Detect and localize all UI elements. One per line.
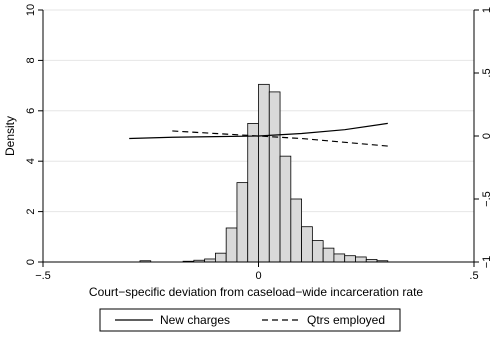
histogram-bar-13 bbox=[311, 240, 324, 263]
y2-tick-label-4: 1 bbox=[481, 7, 493, 13]
x-tick-label-2: .5 bbox=[469, 270, 478, 282]
y-tick-label-5: 10 bbox=[25, 4, 37, 16]
legend: New charges Qtrs employed bbox=[99, 308, 401, 332]
histogram-bar-10 bbox=[279, 155, 292, 263]
histogram-bar-17 bbox=[355, 256, 367, 263]
y2-tick-label-1: −.5 bbox=[481, 191, 493, 207]
y-tick-label-1: 2 bbox=[25, 209, 37, 215]
y-tick-label-0: 0 bbox=[25, 259, 37, 265]
histogram-bar-15 bbox=[333, 253, 346, 263]
histogram-bar-5 bbox=[225, 227, 238, 263]
y-axis-label: Density bbox=[3, 116, 17, 156]
y-tick-label-4: 8 bbox=[25, 57, 37, 63]
x-axis-label: Court−specific deviation from caseload−w… bbox=[89, 285, 423, 299]
histogram-bar-6 bbox=[236, 182, 249, 263]
histogram-bars bbox=[139, 83, 389, 263]
y-tick-label-2: 4 bbox=[25, 158, 37, 164]
legend-label-solid: New charges bbox=[160, 313, 230, 327]
histogram-bar-4 bbox=[214, 252, 227, 263]
series-line-dashed bbox=[172, 130, 388, 147]
histogram-bar-9 bbox=[268, 91, 281, 263]
legend-box bbox=[99, 308, 401, 332]
y2-tick-label-2: 0 bbox=[481, 133, 493, 139]
x-tick-label-1: 0 bbox=[255, 270, 261, 282]
tick-marks-and-labels: 0 2 4 6 8 10 −1 −.5 0 .5 1 −.5 0 .5 bbox=[25, 4, 493, 282]
histogram-bar-16 bbox=[344, 255, 356, 263]
histogram-bar-11 bbox=[290, 198, 303, 263]
histogram-bar-12 bbox=[301, 226, 313, 263]
histogram-bar-8 bbox=[258, 83, 270, 263]
y2-tick-label-3: .5 bbox=[481, 68, 493, 77]
legend-label-dashed: Qtrs employed bbox=[307, 313, 385, 327]
y2-tick-label-0: −1 bbox=[481, 256, 493, 269]
y-tick-label-3: 6 bbox=[25, 108, 37, 114]
series-line-solid bbox=[129, 122, 388, 140]
x-tick-label-0: −.5 bbox=[35, 270, 51, 282]
histogram-bar-7 bbox=[247, 123, 259, 263]
series-lines bbox=[129, 122, 388, 147]
histogram-bar-14 bbox=[322, 247, 335, 263]
